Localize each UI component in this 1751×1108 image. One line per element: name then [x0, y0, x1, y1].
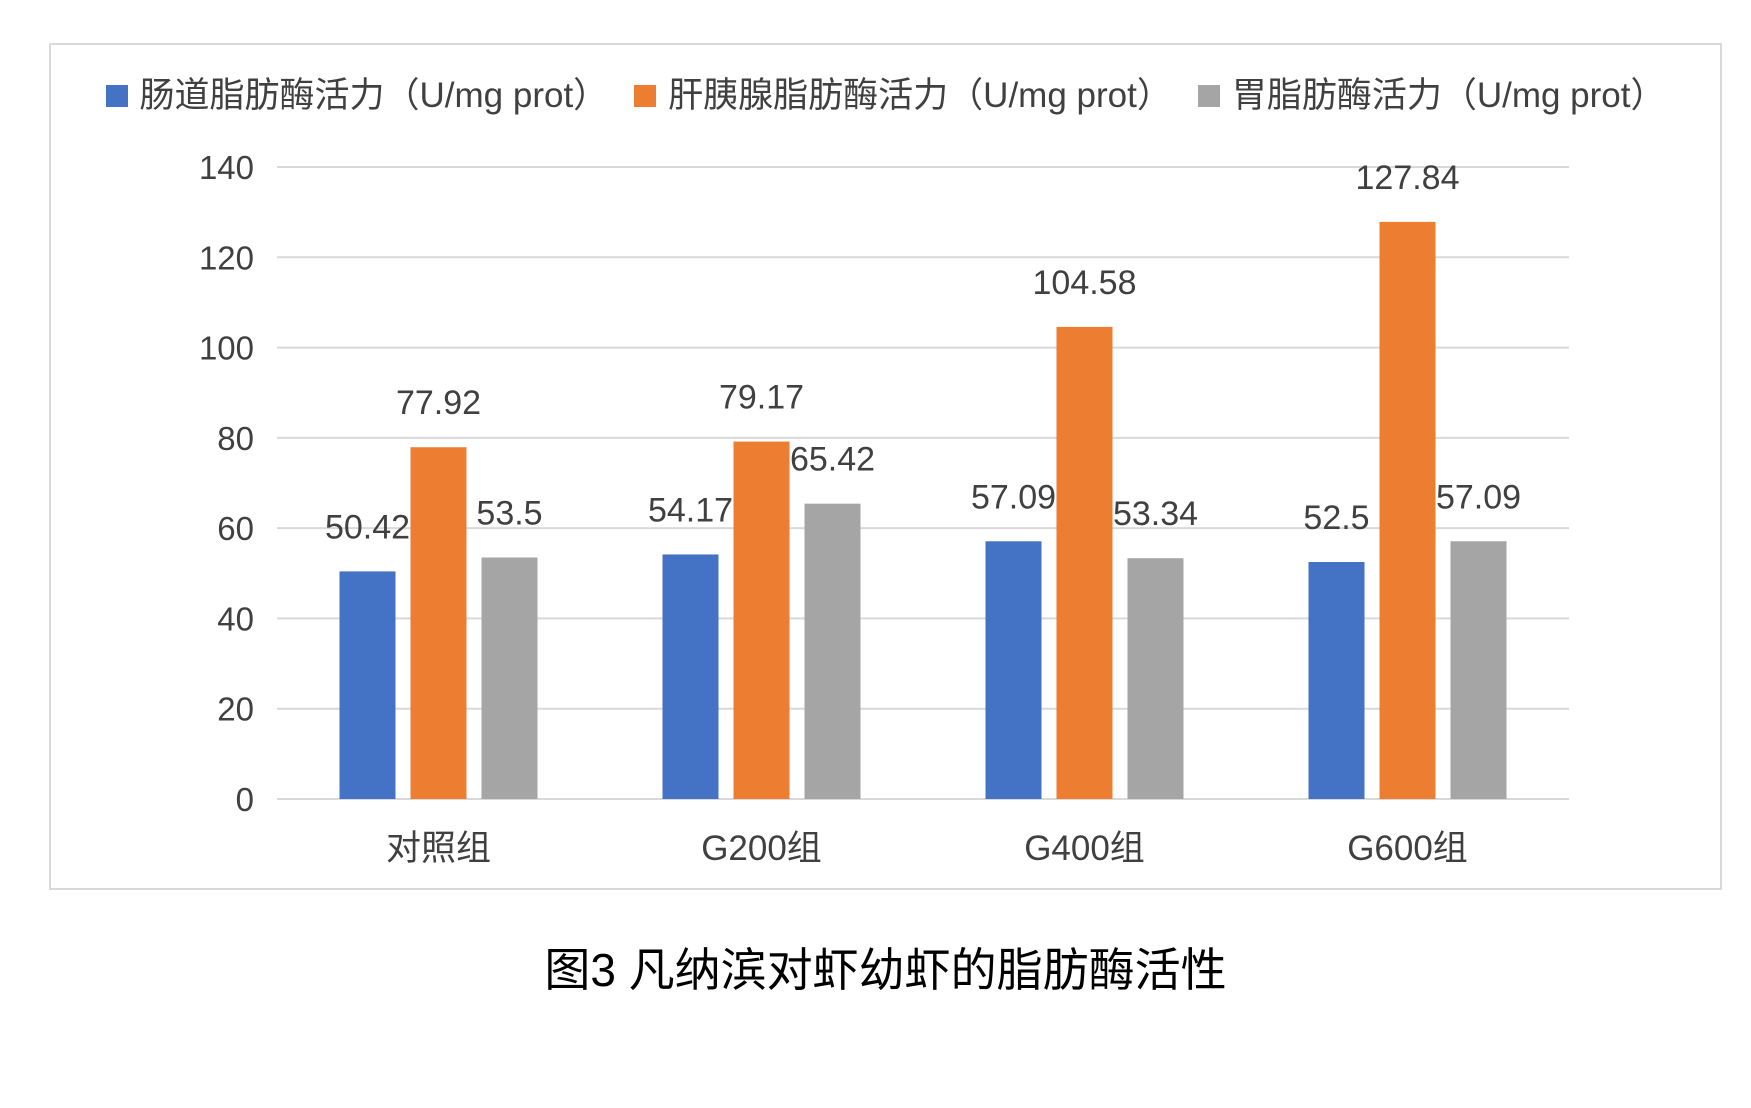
y-tick-label-0: 0 — [236, 781, 254, 818]
bar-chart: 0 20 40 60 80 100 120 140 50.42 77.92 53.5 对照组 54.17… — [199, 149, 1569, 868]
legend-item-intestinal-lipase: 肠道脂肪酶活力（U/mg prot） — [105, 73, 609, 119]
legend-item-gastric-lipase: 胃脂肪酶活力（U/mg prot） — [1197, 73, 1666, 119]
bar-series1-group3 — [985, 541, 1042, 799]
bar-series1-group1 — [339, 571, 396, 799]
data-label-series1-group2: 54.17 — [648, 491, 733, 529]
figure-caption: 图3 凡纳滨对虾幼虾的脂肪酶活性 — [544, 944, 1227, 996]
bar-series2-group3 — [1056, 326, 1113, 799]
data-label-series3-group4: 57.09 — [1436, 478, 1521, 516]
x-tick-label-3: G400组 — [1024, 829, 1145, 868]
legend-label: 肠道脂肪酶活力（U/mg prot） — [139, 76, 609, 115]
data-label-series1-group3: 57.09 — [971, 478, 1056, 516]
y-tick-label-40: 40 — [217, 600, 254, 637]
data-label-series3-group2: 65.42 — [790, 441, 875, 479]
legend-label: 胃脂肪酶活力（U/mg prot） — [1231, 76, 1666, 115]
data-label-series1-group4: 52.5 — [1303, 499, 1369, 537]
x-tick-label-2: G200组 — [701, 829, 822, 868]
legend-swatch — [634, 85, 657, 107]
data-label-series3-group1: 53.5 — [476, 494, 542, 532]
x-tick-label-1: 对照组 — [386, 829, 491, 868]
bar-series3-group4 — [1450, 541, 1507, 799]
bar-series3-group1 — [481, 557, 538, 799]
data-label-series2-group1: 77.92 — [396, 384, 481, 422]
legend-item-hepatopancreas-lipase: 肝胰腺脂肪酶活力（U/mg prot） — [634, 73, 1172, 119]
data-label-series3-group3: 53.34 — [1113, 495, 1198, 533]
bar-series1-group4 — [1308, 562, 1365, 799]
bar-series2-group4 — [1379, 221, 1436, 800]
chart-legend: 肠道脂肪酶活力（U/mg prot） 肝胰腺脂肪酶活力（U/mg prot） 胃… — [51, 73, 1720, 119]
chart-frame: 0 20 40 60 80 100 120 140 50.42 77.92 53.5 对照组 54.17… — [49, 43, 1722, 890]
y-tick-label-80: 80 — [217, 420, 254, 457]
y-tick-label-20: 20 — [217, 691, 254, 728]
y-tick-label-60: 60 — [217, 510, 254, 547]
data-label-series1-group1: 50.42 — [325, 508, 410, 546]
bar-series1-group2 — [662, 554, 719, 799]
y-tick-label-100: 100 — [199, 330, 254, 367]
bar-series3-group3 — [1127, 558, 1184, 799]
data-label-series2-group2: 79.17 — [719, 379, 804, 417]
bar-series2-group2 — [733, 441, 790, 799]
data-label-series2-group4: 127.84 — [1356, 159, 1460, 197]
bar-series3-group2 — [804, 503, 861, 799]
y-tick-label-120: 120 — [199, 239, 254, 276]
legend-label: 肝胰腺脂肪酶活力（U/mg prot） — [668, 76, 1172, 115]
legend-swatch — [1197, 85, 1220, 107]
y-tick-label-140: 140 — [199, 149, 254, 186]
bar-series2-group1 — [410, 447, 467, 799]
legend-swatch — [105, 85, 128, 107]
x-tick-label-4: G600组 — [1347, 829, 1468, 868]
data-label-series2-group3: 104.58 — [1033, 264, 1137, 302]
